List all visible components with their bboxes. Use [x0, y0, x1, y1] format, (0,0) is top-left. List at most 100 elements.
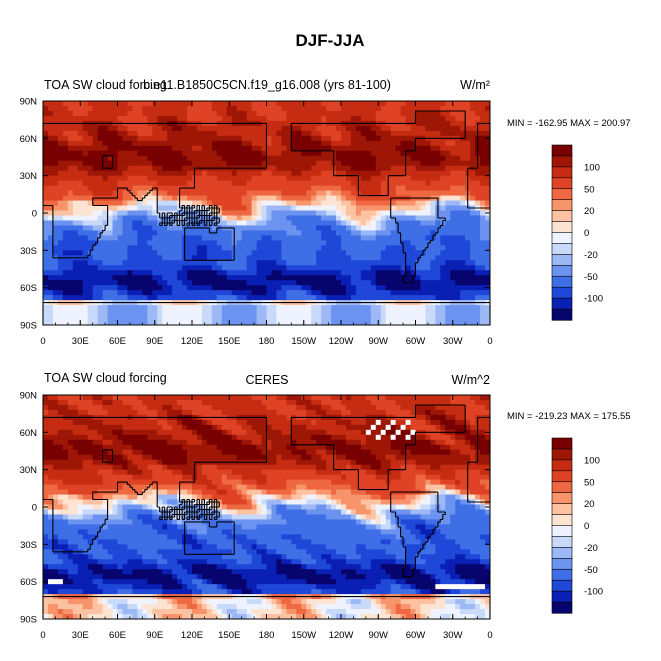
map-cell: [440, 230, 446, 236]
map-cell: [475, 255, 481, 261]
map-cell: [450, 150, 456, 157]
map-cell: [345, 434, 352, 441]
map-cell: [286, 265, 292, 271]
map-cell: [276, 305, 282, 311]
map-cell: [142, 135, 148, 142]
map-cell: [455, 140, 461, 147]
map-cell: [82, 315, 89, 321]
map-cell: [291, 140, 297, 147]
map-cell: [370, 135, 377, 142]
map-cell: [167, 275, 173, 281]
map-cell: [87, 165, 94, 172]
map-cell: [306, 260, 312, 266]
map-cell: [485, 395, 491, 401]
map-cell: [470, 235, 476, 241]
map-cell: [206, 419, 213, 426]
map-cell: [187, 115, 193, 122]
map-cell: [281, 235, 287, 241]
map-cell: [82, 429, 89, 436]
map-cell: [345, 310, 352, 316]
map-cell: [430, 310, 436, 316]
map-cell: [430, 155, 436, 162]
map-cell: [470, 220, 476, 226]
map-cell: [296, 409, 302, 416]
map-cell: [82, 290, 89, 296]
map-cell: [246, 434, 252, 441]
map-cell: [460, 200, 466, 206]
map-cell: [47, 195, 54, 201]
map-cell: [192, 235, 198, 241]
map-cell: [296, 265, 302, 271]
map-cell: [430, 434, 436, 441]
map-cell: [450, 220, 456, 226]
map-cell: [132, 125, 138, 132]
map-cell: [187, 180, 193, 187]
map-cell: [117, 135, 123, 142]
map-cell: [470, 195, 476, 201]
map-cell: [276, 160, 282, 167]
map-cell: [385, 101, 392, 107]
map-cell: [72, 165, 79, 172]
y-tick-label: 60S: [20, 283, 37, 294]
map-cell: [132, 395, 138, 401]
map-cell: [221, 320, 228, 326]
map-cell: [92, 140, 99, 147]
map-cell: [192, 195, 198, 201]
map-cell: [43, 175, 49, 182]
map-cell: [196, 240, 203, 246]
map-cell: [460, 434, 466, 441]
map-cell: [485, 140, 491, 147]
map-cell: [97, 275, 103, 281]
map-cell: [236, 230, 243, 236]
map-cell: [177, 145, 183, 152]
map-cell: [92, 419, 99, 426]
map-cell: [291, 290, 297, 296]
map-cell: [72, 210, 79, 216]
map-cell: [420, 105, 426, 112]
map-cell: [97, 105, 103, 112]
map-cell: [375, 110, 382, 117]
map-cell: [77, 180, 84, 187]
map-cell: [62, 225, 69, 231]
map-cell: [450, 265, 456, 271]
map-cell: [341, 409, 347, 416]
map-cell: [87, 115, 94, 122]
map-cell: [47, 185, 54, 191]
map-cell: [132, 275, 138, 281]
map-cell: [97, 180, 103, 187]
map-cell: [47, 290, 54, 296]
map-cell: [97, 140, 103, 147]
map-cell: [286, 434, 292, 441]
map-cell: [385, 260, 392, 266]
map-cell: [142, 434, 148, 441]
map-cell: [415, 434, 421, 441]
map-cell: [251, 250, 257, 256]
map-cell: [82, 409, 89, 416]
map-cell: [405, 150, 411, 157]
map-cell: [355, 255, 362, 261]
map-cell: [460, 150, 466, 157]
map-cell: [336, 310, 342, 316]
map-cell: [380, 115, 387, 122]
map-cell: [236, 105, 243, 112]
map-cell: [226, 305, 233, 311]
map-cell: [395, 280, 401, 286]
map-cell: [475, 295, 481, 301]
map-cell: [326, 190, 332, 196]
map-cell: [196, 150, 203, 157]
map-cell: [102, 429, 108, 436]
map-cell: [440, 105, 446, 112]
map-cell: [256, 200, 262, 206]
map-cell: [455, 295, 461, 301]
colorbar-swatch: [551, 166, 573, 179]
map-cell: [226, 290, 233, 296]
map-cell: [455, 105, 461, 112]
map-cell: [47, 220, 54, 226]
map-cell: [162, 265, 168, 271]
map-cell: [256, 220, 262, 226]
map-cell: [107, 260, 113, 266]
map-cell: [435, 245, 441, 251]
map-cell: [62, 295, 69, 301]
map-cell: [241, 255, 248, 261]
map-cell: [211, 295, 218, 301]
